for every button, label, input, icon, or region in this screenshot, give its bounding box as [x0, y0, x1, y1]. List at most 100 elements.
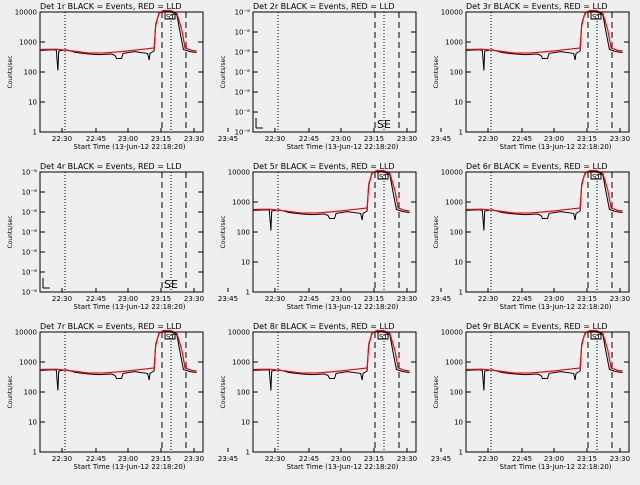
y-tick-label: 10 [454, 259, 463, 267]
x-tick-label: 23:30 [397, 135, 417, 143]
x-axis-label: Start Time (13-Jun-12 22:18:20) [74, 463, 186, 471]
y-tick-label: 1 [459, 129, 463, 137]
x-tick-label: 23:00 [118, 295, 138, 303]
x-tick-label: 23:30 [184, 295, 204, 303]
y-tick-label: 1000 [232, 359, 250, 367]
x-axis-label: Start Time (13-Jun-12 22:18:20) [500, 463, 612, 471]
y-tick-label: 10⁻⁸ [235, 49, 251, 57]
y-tick-label: 10000 [15, 9, 37, 17]
x-tick-label: 22:30 [265, 455, 285, 463]
flare-marker [164, 11, 176, 20]
x-tick-label: 22:30 [265, 135, 285, 143]
x-tick-label: 23:15 [364, 295, 384, 303]
y-tick-label: 1000 [445, 359, 463, 367]
detector-panel: Det 9r BLACK = Events, RED = LLD Counts/s… [433, 322, 630, 471]
x-tick-label: 22:30 [478, 135, 498, 143]
flare-marker [590, 331, 602, 340]
annotation-label: ST [166, 333, 175, 341]
x-tick-label: 22:30 [52, 135, 72, 143]
detector-panel: Det 2r BLACK = Events, RED = LLD Counts/s… [220, 2, 451, 151]
y-tick-label: 10000 [441, 169, 463, 177]
x-tick-label: 23:30 [610, 455, 630, 463]
x-tick-label: 23:15 [151, 135, 171, 143]
flare-marker [164, 331, 176, 340]
x-tick-label: 22:45 [512, 135, 532, 143]
lld-series-line [465, 9, 623, 54]
x-tick-label: 22:45 [299, 295, 319, 303]
x-axis-label: Start Time (13-Jun-12 22:18:20) [500, 143, 612, 151]
x-tick-label: 23:15 [577, 135, 597, 143]
y-axis-label: Counts/sec [220, 215, 227, 248]
detector-panel: Det 6r BLACK = Events, RED = LLD Counts/s… [433, 162, 630, 311]
y-tick-label: 10⁻⁸ [22, 169, 38, 177]
x-tick-label: 23:30 [184, 455, 204, 463]
y-tick-label: 10⁻⁸ [235, 9, 251, 17]
panel-title: Det 1r BLACK = Events, RED = LLD [40, 2, 182, 11]
x-axis-label: Start Time (13-Jun-12 22:18:20) [287, 463, 399, 471]
y-tick-label: 10000 [441, 9, 463, 17]
x-tick-label: 23:15 [364, 135, 384, 143]
x-tick-label: 23:15 [577, 455, 597, 463]
x-tick-label: 22:45 [86, 135, 106, 143]
y-tick-label: 1 [246, 449, 250, 457]
x-tick-label: 23:45 [431, 455, 451, 463]
panel-title: Det 6r BLACK = Events, RED = LLD [466, 162, 608, 171]
y-axis-label: Counts/sec [433, 55, 440, 88]
y-axis-label: Counts/sec [433, 375, 440, 408]
y-tick-label: 100 [24, 69, 37, 77]
x-tick-label: 22:45 [299, 135, 319, 143]
x-tick-label: 23:30 [397, 455, 417, 463]
x-tick-label: 23:45 [218, 295, 238, 303]
y-tick-label: 1000 [19, 359, 37, 367]
detector-panel: Det 3r BLACK = Events, RED = LLD Counts/s… [433, 2, 630, 151]
panel-title: Det 2r BLACK = Events, RED = LLD [253, 2, 395, 11]
y-tick-label: 10 [454, 99, 463, 107]
y-tick-label: 10000 [228, 169, 250, 177]
panel-title: Det 3r BLACK = Events, RED = LLD [466, 2, 608, 11]
x-axis-label: Start Time (13-Jun-12 22:18:20) [287, 143, 399, 151]
x-tick-label: 23:30 [610, 295, 630, 303]
detector-panel: Det 1r BLACK = Events, RED = LLD Counts/s… [7, 2, 238, 151]
y-tick-label: 10⁻⁸ [22, 289, 38, 297]
annotation-label: SE [164, 278, 178, 291]
y-axis-label: Counts/sec [7, 375, 14, 408]
annotation-label: ST [379, 173, 388, 181]
x-tick-label: 23:15 [364, 455, 384, 463]
lld-series-line [252, 169, 410, 214]
x-tick-label: 23:45 [431, 295, 451, 303]
y-tick-label: 10⁻⁸ [235, 129, 251, 137]
x-axis-label: Start Time (13-Jun-12 22:18:20) [287, 303, 399, 311]
y-axis-label: Counts/sec [220, 375, 227, 408]
x-tick-label: 22:30 [265, 295, 285, 303]
x-tick-label: 23:00 [544, 455, 564, 463]
y-tick-label: 10⁻⁸ [22, 269, 38, 277]
lld-series-line [252, 329, 410, 374]
panel-title: Det 5r BLACK = Events, RED = LLD [253, 162, 395, 171]
lld-series-line [39, 329, 197, 374]
lld-series-line [465, 329, 623, 374]
y-tick-label: 10000 [15, 329, 37, 337]
y-tick-label: 1 [33, 129, 37, 137]
plot-frame [39, 171, 204, 293]
flare-marker [377, 171, 389, 180]
annotation-label: ST [592, 13, 601, 21]
x-tick-label: 23:00 [544, 295, 564, 303]
y-tick-label: 1000 [445, 199, 463, 207]
x-tick-label: 23:00 [544, 135, 564, 143]
x-axis-label: Start Time (13-Jun-12 22:18:20) [74, 303, 186, 311]
plot-frame [465, 171, 630, 293]
x-tick-label: 23:00 [118, 135, 138, 143]
x-tick-label: 22:30 [478, 455, 498, 463]
detector-panel: Det 5r BLACK = Events, RED = LLD Counts/s… [220, 162, 451, 311]
annotation-label: ST [592, 333, 601, 341]
x-tick-label: 23:15 [151, 455, 171, 463]
y-tick-label: 10000 [228, 329, 250, 337]
y-tick-label: 1 [246, 289, 250, 297]
x-tick-label: 22:30 [52, 295, 72, 303]
annotation-label: ST [379, 333, 388, 341]
y-tick-label: 1000 [232, 199, 250, 207]
lld-series-line [39, 9, 197, 54]
plot-frame [252, 171, 417, 293]
